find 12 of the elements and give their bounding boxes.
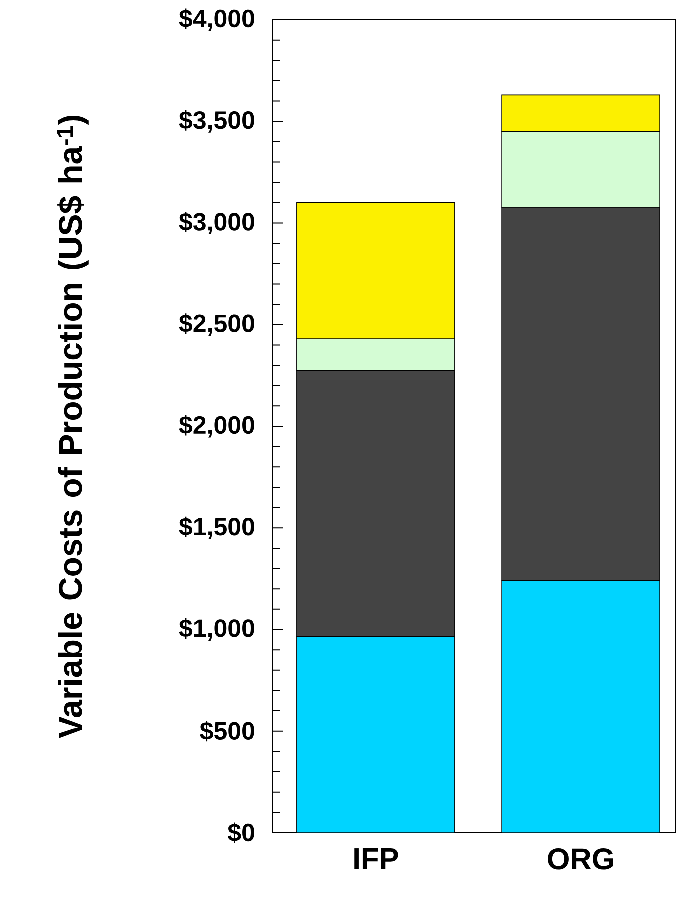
x-tick-label: ORG [548,848,614,870]
y-tick-label: $2,500 [179,314,254,336]
y-tick-label: $2,000 [179,415,254,438]
y-tick-label: $3,500 [179,110,254,133]
y-tick-label: $1,500 [179,516,254,540]
y-tick-label: $4,000 [179,8,254,32]
x-tick-label: IFP [354,848,398,870]
y-tick-label: $500 [200,721,254,742]
y-tick-label: $3,000 [179,212,254,234]
y-tick-label: $0 [228,822,254,844]
y-axis-title: Variable Costs of Production (US$ ha$^{-1}$) [57,116,89,738]
y-tick-label: $1,000 [179,618,254,641]
